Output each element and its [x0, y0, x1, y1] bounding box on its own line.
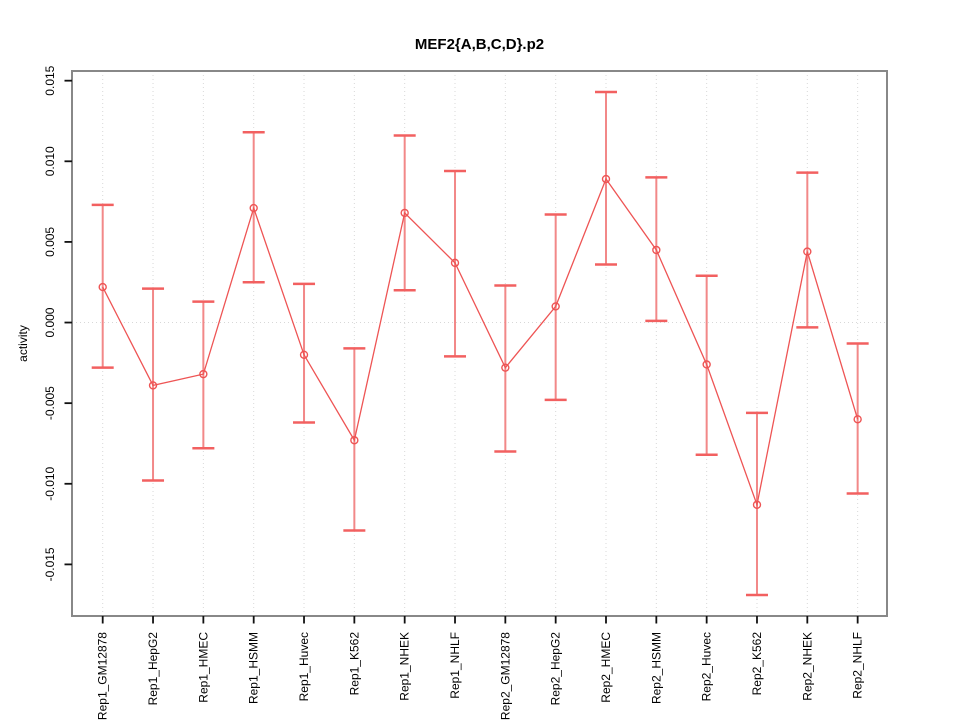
x-tick-label: Rep2_HepG2: [549, 632, 563, 706]
y-tick-label: 0.000: [43, 307, 57, 337]
x-tick-label: Rep1_K562: [347, 632, 361, 696]
x-tick-label: Rep1_NHEK: [398, 632, 412, 701]
data-point: [803, 247, 812, 256]
x-gridlines: [102, 71, 859, 616]
x-tick-label: Rep1_GM12878: [96, 632, 110, 720]
data-point: [853, 415, 862, 424]
data-point: [249, 203, 258, 213]
data-point: [148, 381, 158, 390]
data-point: [501, 363, 510, 372]
data-points: [98, 174, 862, 509]
x-tick-label: Rep1_NHLF: [448, 632, 462, 699]
y-axis: -0.015 -0.010 -0.005 0.000 0.005 0.010 0.015: [43, 65, 72, 581]
y-tick-label: 0.010: [43, 146, 57, 176]
x-tick-label: Rep2_GM12878: [498, 632, 512, 720]
y-axis-label: activity: [16, 325, 30, 362]
data-point: [299, 350, 309, 359]
data-point: [752, 500, 762, 509]
data-point: [551, 302, 560, 311]
x-tick-label: Rep1_HMEC: [196, 632, 210, 703]
y-tick-label: -0.010: [43, 466, 57, 500]
x-tick-label: Rep2_HMEC: [599, 632, 613, 703]
data-point: [350, 436, 359, 445]
y-tick-label: 0.015: [43, 65, 57, 95]
x-tick-label: Rep2_HSMM: [649, 632, 663, 704]
error-bars: [91, 90, 869, 597]
x-tick-label: Rep2_NHEK: [800, 632, 814, 701]
x-tick-label: Rep1_Huvec: [297, 632, 311, 701]
data-point: [702, 360, 711, 369]
y-tick-label: -0.005: [43, 386, 57, 420]
y-tick-label: 0.005: [43, 227, 57, 257]
x-axis: Rep1_GM12878 Rep1_HepG2 Rep1_HMEC Rep1_HSMM…: [96, 616, 865, 720]
data-point: [400, 208, 409, 218]
data-point: [98, 282, 107, 292]
plot-frame: [71, 70, 888, 617]
data-point: [652, 245, 661, 255]
x-tick-label: Rep2_K562: [750, 632, 764, 696]
x-tick-label: Rep2_NHLF: [851, 632, 865, 699]
plot-area: -0.015 -0.010 -0.005 0.000 0.005 0.010 0.015 Re…: [43, 65, 888, 720]
series-line: [102, 177, 859, 508]
x-tick-label: Rep1_HSMM: [247, 632, 261, 704]
data-point: [450, 258, 460, 268]
data-point: [199, 369, 208, 379]
x-tick-label: Rep2_Huvec: [700, 632, 714, 701]
y-tick-label: -0.015: [43, 547, 57, 581]
chart-title: MEF2{A,B,C,D}.p2: [415, 36, 544, 53]
data-point: [601, 174, 611, 184]
x-tick-label: Rep1_HepG2: [146, 632, 160, 706]
